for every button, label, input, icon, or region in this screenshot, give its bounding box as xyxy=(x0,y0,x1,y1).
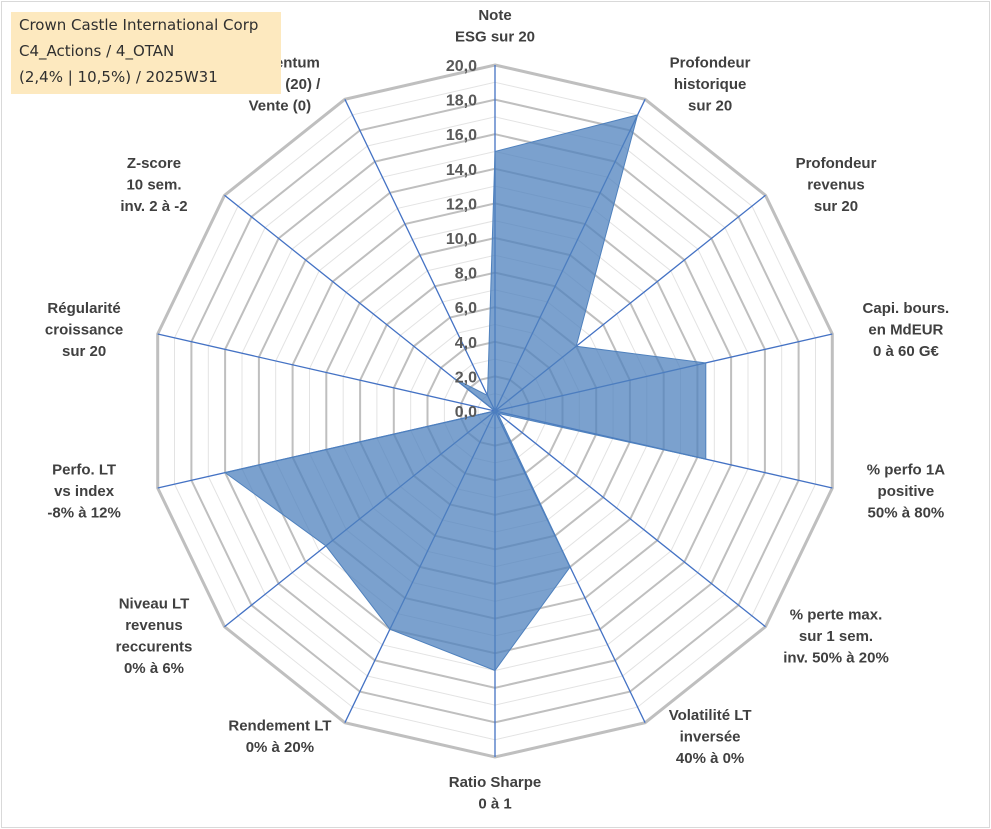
axis-label: Rendement LT 0% à 20% xyxy=(228,718,331,757)
axis-label: Z-score 10 sem. inv. 2 à -2 xyxy=(120,155,187,215)
axis-label: Note ESG sur 20 xyxy=(455,7,535,46)
tick-label: 12,0 xyxy=(446,196,477,213)
axis-label: Perfo. LT vs index -8% à 12% xyxy=(47,461,120,521)
tick-label: 2,0 xyxy=(455,369,477,386)
tick-label: 20,0 xyxy=(446,58,477,75)
axis-spoke xyxy=(344,99,496,412)
tick-label: 14,0 xyxy=(446,162,477,179)
axis-spoke xyxy=(157,333,496,412)
axis-label: % perte max. sur 1 sem. inv. 50% à 20% xyxy=(783,607,889,667)
tick-label: 16,0 xyxy=(446,127,477,144)
tick-label: 10,0 xyxy=(446,231,477,248)
axis-label: Profondeur historique sur 20 xyxy=(670,55,751,115)
axis-label: Régularité croissance sur 20 xyxy=(45,300,123,360)
axis-label: Profondeur revenus sur 20 xyxy=(796,155,877,215)
tick-label: 4,0 xyxy=(455,335,477,352)
tick-label: 18,0 xyxy=(446,93,477,110)
data-series xyxy=(223,114,707,672)
axis-spoke xyxy=(494,410,766,628)
tick-label: 6,0 xyxy=(455,300,477,317)
axis-label: Niveau LT revenus reccurents 0% à 6% xyxy=(116,596,193,678)
chart-title-box: Crown Castle International Corp C4_Actio… xyxy=(11,12,281,94)
axis-label: % perfo 1A positive 50% à 80% xyxy=(867,461,946,521)
chart-title-period: (2,4% | 10,5%) / 2025W31 xyxy=(19,68,218,86)
axis-labels: Note ESG sur 20 Profondeur historique sur 20… xyxy=(45,7,949,813)
radial-tick-labels: 0,0 2,0 4,0 6,0 8,0 10,0 12,0 14,0 16,0 18,0 20,0 xyxy=(446,58,477,421)
axis-label: Ratio Sharpe 0 à 1 xyxy=(449,774,542,813)
tick-label: 0,0 xyxy=(455,404,477,421)
axis-label: Volatilité LT inversée 40% à 0% xyxy=(669,707,752,767)
axis-label: Capi. bours. en MdEUR 0 à 60 G€ xyxy=(863,300,950,360)
chart-title-portfolio: C4_Actions / 4_OTAN xyxy=(19,42,175,60)
axis-spoke xyxy=(224,194,496,412)
chart-title-company: Crown Castle International Corp xyxy=(19,16,259,34)
tick-label: 8,0 xyxy=(455,266,477,283)
